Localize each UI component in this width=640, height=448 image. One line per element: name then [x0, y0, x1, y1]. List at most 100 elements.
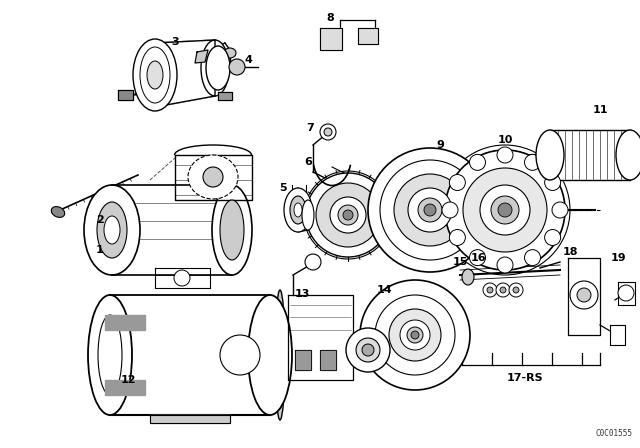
Polygon shape	[110, 295, 270, 415]
Text: 3: 3	[171, 37, 179, 47]
Ellipse shape	[424, 204, 436, 216]
Ellipse shape	[104, 216, 120, 244]
Ellipse shape	[98, 315, 122, 395]
Ellipse shape	[97, 202, 127, 258]
Text: 4: 4	[244, 55, 252, 65]
Polygon shape	[150, 415, 230, 423]
Ellipse shape	[220, 200, 244, 260]
Polygon shape	[288, 295, 353, 380]
Ellipse shape	[500, 287, 506, 293]
Ellipse shape	[201, 40, 229, 96]
Polygon shape	[358, 28, 378, 44]
Polygon shape	[568, 258, 600, 335]
Ellipse shape	[147, 61, 163, 89]
Ellipse shape	[346, 328, 390, 372]
Ellipse shape	[552, 202, 568, 218]
Ellipse shape	[338, 205, 358, 225]
Ellipse shape	[306, 173, 390, 257]
Ellipse shape	[509, 283, 523, 297]
Text: 15: 15	[452, 257, 468, 267]
Polygon shape	[112, 185, 232, 275]
Text: 10: 10	[497, 135, 513, 145]
Ellipse shape	[442, 202, 458, 218]
Polygon shape	[155, 268, 210, 288]
Polygon shape	[195, 50, 208, 63]
Ellipse shape	[570, 281, 598, 309]
Ellipse shape	[618, 285, 634, 301]
Ellipse shape	[513, 287, 519, 293]
Ellipse shape	[407, 327, 423, 343]
Ellipse shape	[84, 185, 140, 275]
Ellipse shape	[491, 196, 519, 224]
Ellipse shape	[483, 283, 497, 297]
Polygon shape	[218, 92, 232, 100]
Polygon shape	[320, 350, 336, 370]
Ellipse shape	[362, 344, 374, 356]
Ellipse shape	[380, 160, 480, 260]
Ellipse shape	[212, 185, 252, 275]
Ellipse shape	[203, 167, 223, 187]
Ellipse shape	[487, 287, 493, 293]
Polygon shape	[610, 325, 625, 345]
Ellipse shape	[545, 229, 561, 246]
Ellipse shape	[305, 254, 321, 270]
Polygon shape	[320, 28, 342, 50]
Ellipse shape	[220, 335, 260, 375]
Ellipse shape	[449, 175, 465, 190]
Ellipse shape	[449, 229, 465, 246]
Text: C0C01555: C0C01555	[595, 429, 632, 438]
Text: 5: 5	[279, 183, 287, 193]
Ellipse shape	[368, 148, 492, 272]
Polygon shape	[175, 155, 252, 200]
Ellipse shape	[140, 47, 170, 103]
Ellipse shape	[284, 188, 312, 232]
Text: 7: 7	[306, 123, 314, 133]
Ellipse shape	[343, 210, 353, 220]
Ellipse shape	[525, 250, 541, 266]
Ellipse shape	[445, 150, 565, 270]
Text: 8: 8	[326, 13, 334, 23]
Ellipse shape	[470, 155, 486, 170]
Ellipse shape	[497, 257, 513, 273]
Ellipse shape	[389, 309, 441, 361]
Ellipse shape	[375, 295, 455, 375]
Ellipse shape	[496, 283, 510, 297]
Ellipse shape	[302, 200, 314, 230]
Polygon shape	[118, 90, 133, 100]
Ellipse shape	[316, 183, 380, 247]
Ellipse shape	[133, 39, 177, 111]
Text: 11: 11	[592, 105, 608, 115]
Polygon shape	[105, 315, 145, 330]
Ellipse shape	[463, 168, 547, 252]
Ellipse shape	[229, 59, 245, 75]
Ellipse shape	[224, 48, 236, 58]
Ellipse shape	[616, 130, 640, 180]
Ellipse shape	[137, 43, 173, 107]
Text: 9: 9	[436, 140, 444, 150]
Ellipse shape	[480, 185, 530, 235]
Ellipse shape	[356, 338, 380, 362]
Ellipse shape	[324, 128, 332, 136]
Polygon shape	[155, 40, 215, 107]
Ellipse shape	[330, 197, 366, 233]
Polygon shape	[618, 282, 635, 305]
Text: 17-RS: 17-RS	[507, 373, 543, 383]
Ellipse shape	[51, 207, 65, 217]
Ellipse shape	[248, 295, 292, 415]
Ellipse shape	[525, 155, 541, 170]
Polygon shape	[295, 350, 311, 370]
Ellipse shape	[497, 147, 513, 163]
Ellipse shape	[360, 280, 470, 390]
Ellipse shape	[88, 295, 132, 415]
Text: 16: 16	[470, 253, 486, 263]
Ellipse shape	[411, 331, 419, 339]
Ellipse shape	[400, 320, 430, 350]
Ellipse shape	[577, 288, 591, 302]
Ellipse shape	[470, 250, 486, 266]
Ellipse shape	[188, 155, 238, 199]
Ellipse shape	[418, 198, 442, 222]
Polygon shape	[105, 380, 145, 395]
Ellipse shape	[545, 175, 561, 190]
Text: 13: 13	[294, 289, 310, 299]
Text: 19: 19	[610, 253, 626, 263]
